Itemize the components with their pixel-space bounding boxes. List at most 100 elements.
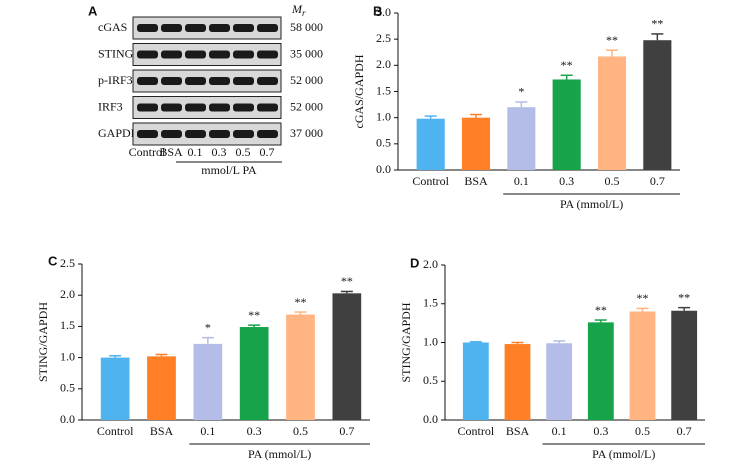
x-tick-label: Control	[412, 174, 449, 188]
blot-band	[137, 130, 158, 138]
blot-band	[137, 77, 158, 85]
bar	[461, 117, 491, 170]
error-bar	[109, 354, 122, 358]
error-bar	[651, 33, 664, 41]
x-tick-label: Control	[97, 424, 134, 438]
x-tick-label: 0.7	[677, 424, 692, 438]
panel-label: B	[373, 3, 382, 18]
error-bar	[594, 319, 607, 323]
blot-band	[161, 24, 182, 32]
bar	[546, 343, 573, 420]
blot-mw: 52 000	[290, 73, 323, 87]
error-bar	[678, 306, 691, 311]
blot-row-label: IRF3	[98, 99, 123, 113]
bar	[286, 314, 315, 420]
blot-band	[185, 50, 206, 59]
x-tick-label: 0.1	[514, 174, 529, 188]
bar	[552, 79, 581, 170]
x-tick-label: BSA	[464, 174, 488, 188]
x-tick-label: 0.5	[605, 174, 620, 188]
y-tick-label: 2.0	[423, 257, 438, 271]
y-tick-label: 1.5	[423, 296, 438, 310]
bar	[193, 343, 223, 420]
error-bar	[340, 290, 353, 294]
y-tick-label: 1.5	[376, 83, 391, 97]
blot-strip	[132, 122, 282, 146]
blot-row-label: STING	[98, 46, 134, 60]
error-bar	[636, 307, 649, 312]
blot-band	[257, 130, 278, 138]
bar	[462, 342, 489, 420]
blot-band	[161, 50, 182, 59]
blot-strip	[132, 43, 282, 66]
blot-band	[257, 103, 278, 112]
blot-band	[209, 103, 230, 112]
x-tick-label: 0.3	[559, 174, 574, 188]
x-tick-label: 0.5	[635, 424, 650, 438]
bar	[332, 293, 362, 420]
y-tick-label: 2.0	[60, 287, 75, 301]
blot-lane-label: 0.5	[236, 145, 251, 159]
blot-group-label: mmol/L PA	[201, 163, 257, 177]
x-tick-label: 0.3	[593, 424, 608, 438]
error-bar	[469, 340, 482, 343]
blot-strip	[132, 16, 282, 40]
bar	[504, 344, 531, 420]
bar	[587, 322, 614, 420]
blot-band	[257, 77, 278, 85]
blot-row-label: GAPDH	[98, 126, 140, 140]
error-bar	[560, 74, 573, 80]
blot-band	[257, 24, 278, 32]
error-bar	[424, 115, 437, 119]
blot-band	[161, 103, 182, 112]
panel-label: C	[48, 253, 58, 268]
blot-mw: 37 000	[290, 126, 323, 140]
blot-band	[161, 130, 182, 138]
significance: **	[295, 295, 307, 309]
significance: **	[561, 58, 573, 72]
y-tick-label: 1.0	[423, 334, 438, 348]
blot-lane-label: BSA	[159, 145, 183, 159]
significance: **	[341, 274, 353, 288]
x-tick-label: BSA	[150, 424, 174, 438]
error-bar	[294, 311, 307, 315]
blot-band	[185, 77, 206, 85]
blot-band	[233, 77, 254, 85]
bar	[597, 56, 627, 170]
blot-band	[161, 77, 182, 85]
mr-subscript: r	[302, 8, 306, 18]
blot-band	[233, 24, 254, 32]
significance: **	[678, 290, 690, 304]
blot-mw: 58 000	[290, 20, 323, 34]
error-bar	[248, 324, 261, 328]
x-tick-label: 0.5	[293, 424, 308, 438]
blot-strip	[132, 96, 282, 119]
error-bar	[470, 113, 482, 118]
blot-band	[185, 24, 206, 32]
y-axis-label: cGAS/GAPDH	[352, 54, 366, 128]
y-tick-label: 0.5	[60, 381, 75, 395]
x-tick-label: 0.1	[552, 424, 567, 438]
panel-label: D	[410, 255, 419, 270]
y-tick-label: 2.5	[60, 256, 75, 270]
bar	[147, 356, 176, 420]
blot-lane-label: 0.3	[212, 145, 227, 159]
significance: **	[651, 17, 663, 31]
blot-band	[209, 77, 230, 85]
y-tick-label: 1.5	[60, 318, 75, 332]
x-tick-label: 0.1	[200, 424, 215, 438]
y-axis-label: STING/GAPDH	[399, 302, 413, 382]
error-bar	[515, 101, 528, 108]
blot-band	[233, 130, 254, 138]
bar	[239, 327, 269, 420]
y-tick-label: 0.0	[60, 412, 75, 426]
blot-band	[137, 50, 158, 59]
y-tick-label: 2.5	[376, 31, 391, 45]
x-tick-label: 0.7	[650, 174, 665, 188]
y-tick-label: 1.0	[376, 109, 391, 123]
blot-band	[137, 103, 158, 112]
y-tick-label: 0.0	[423, 412, 438, 426]
error-bar	[155, 353, 168, 357]
error-bar	[553, 340, 566, 344]
